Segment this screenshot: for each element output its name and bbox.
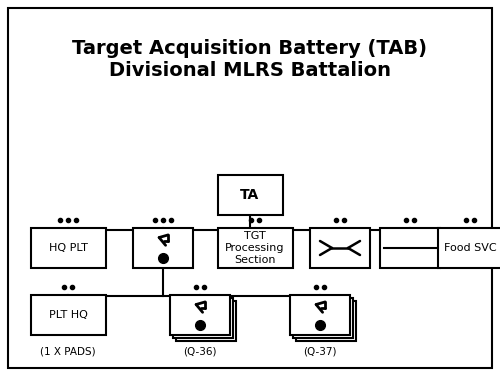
Text: Target Acquisition Battery (TAB)
Divisional MLRS Battalion: Target Acquisition Battery (TAB) Divisio…: [72, 39, 428, 80]
Bar: [310, 228, 370, 268]
Text: Food SVC: Food SVC: [444, 243, 496, 253]
Text: (1 X PADS): (1 X PADS): [40, 347, 96, 357]
Text: (Q-36): (Q-36): [183, 347, 217, 357]
Bar: [218, 228, 292, 268]
Text: HQ PLT: HQ PLT: [48, 243, 88, 253]
Bar: [176, 301, 236, 341]
Bar: [296, 301, 356, 341]
Text: TGT
Processing
Section: TGT Processing Section: [225, 231, 285, 265]
Text: PLT HQ: PLT HQ: [48, 310, 88, 320]
Bar: [218, 175, 282, 215]
Bar: [438, 228, 500, 268]
Text: (Q-37): (Q-37): [303, 347, 337, 357]
Bar: [30, 295, 106, 335]
Bar: [290, 295, 350, 335]
Bar: [133, 228, 193, 268]
Bar: [380, 228, 440, 268]
Bar: [30, 228, 106, 268]
Bar: [293, 298, 353, 338]
Bar: [173, 298, 233, 338]
Bar: [170, 295, 230, 335]
Text: TA: TA: [240, 188, 260, 202]
